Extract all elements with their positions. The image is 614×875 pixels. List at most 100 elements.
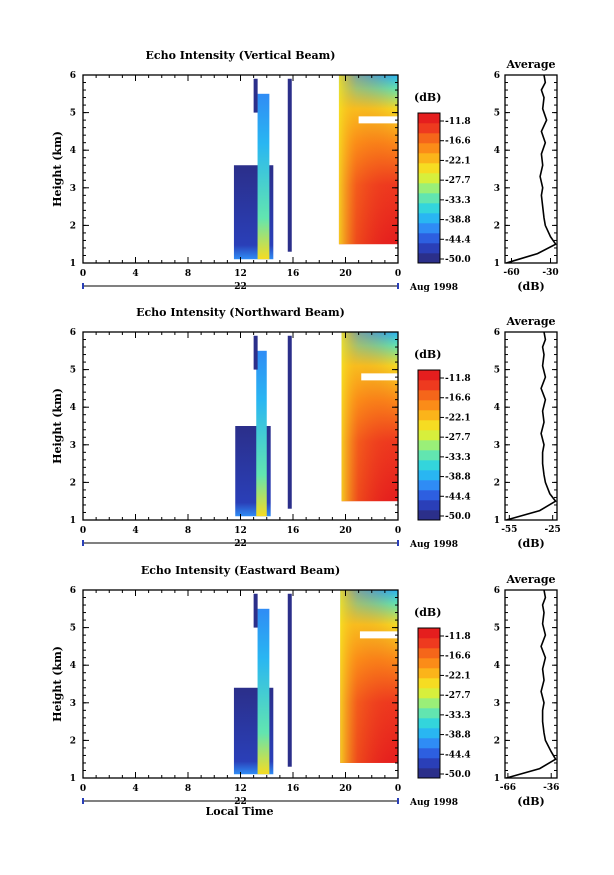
average-x-tick-label: -25 [545,525,561,535]
colorbar-tick-label: -22.1 [445,671,471,681]
y-tick-label: 4 [70,146,76,156]
colorbar-tick-label: -50.0 [445,255,471,265]
colorbar-tick-label: -16.6 [445,137,471,147]
echo-region-overlay [340,590,398,763]
x-tick-label: 4 [132,269,138,279]
colorbar-swatch [418,183,440,194]
average-x-tick-label: -60 [503,268,519,278]
colorbar-swatch [418,430,440,441]
x-tick-label: 0 [395,784,401,794]
colorbar-unit: (dB) [414,348,441,361]
echo-gap [361,373,398,381]
x-tick-label: 0 [80,526,86,536]
colorbar-swatch [418,480,440,491]
y-tick-label: 1 [70,259,76,269]
x-tick-label: 16 [287,269,300,279]
average-y-tick-label: 5 [494,366,500,376]
average-title: Average [505,58,555,71]
colorbar-swatch [418,233,440,244]
average-x-tick-label: -30 [542,268,558,278]
colorbar-swatch [418,510,440,521]
average-y-tick-label: 6 [494,586,500,596]
colorbar-swatch [418,440,440,451]
colorbar-swatch [418,688,440,699]
echo-gap [359,631,398,639]
colorbar-tick-label: -38.8 [445,216,471,226]
panel-title: Echo Intensity (Eastward Beam) [141,564,340,577]
colorbar-swatch [418,668,440,679]
y-axis-label: Height (km) [51,388,64,464]
colorbar-tick-label: -16.6 [445,394,471,404]
colorbar-swatch [418,390,440,401]
colorbar-swatch [418,380,440,391]
y-tick-label: 6 [70,586,76,596]
colorbar-swatch [418,203,440,214]
echo-column [253,78,258,113]
colorbar-swatch [418,658,440,669]
average-x-tick-label: -66 [500,783,516,793]
colorbar-tick-label: -27.7 [445,691,471,701]
average-y-tick-label: 5 [494,624,500,634]
x-tick-label: 8 [185,526,191,536]
average-x-label: (dB) [517,537,544,550]
colorbar-swatch [418,113,440,124]
colorbar-swatch [418,748,440,759]
colorbar-swatch [418,213,440,224]
x-tick-label: 20 [339,526,352,536]
colorbar-tick-label: -11.8 [445,632,471,642]
x-tick-label: 0 [80,269,86,279]
y-tick-label: 6 [70,71,76,81]
date-label: Aug 1998 [409,798,458,808]
echo-column [287,78,292,252]
average-x-label: (dB) [517,795,544,808]
x-tick-label: 4 [132,526,138,536]
colorbar-tick-label: -11.8 [445,117,471,127]
y-tick-label: 2 [70,221,76,231]
average-y-tick-label: 4 [494,146,500,156]
colorbar-swatch [418,500,440,511]
x-tick-label: 16 [287,526,300,536]
date-label: Aug 1998 [409,540,458,550]
colorbar-tick-label: -22.1 [445,413,471,423]
echo-column [253,593,258,628]
colorbar-swatch [418,490,440,501]
colorbar-tick-label: -38.8 [445,473,471,483]
x-tick-label: 12 [234,526,247,536]
echo-column [287,335,292,509]
y-tick-label: 3 [70,699,76,709]
x-tick-label: 8 [185,269,191,279]
colorbar-tick-label: -33.3 [445,711,471,721]
day-label: 22 [234,282,247,292]
colorbar-swatch [418,758,440,769]
colorbar-tick-label: -27.7 [445,433,471,443]
x-tick-label: 20 [339,269,352,279]
average-y-tick-label: 2 [494,478,500,488]
colorbar-tick-label: -44.4 [445,492,471,502]
colorbar-swatch [418,708,440,719]
y-tick-label: 3 [70,441,76,451]
echo-gap [358,116,398,124]
average-y-tick-label: 4 [494,403,500,413]
colorbar-swatch [418,223,440,234]
x-tick-label: 12 [234,269,247,279]
colorbar-swatch [418,133,440,144]
x-tick-label: 0 [80,784,86,794]
y-tick-label: 3 [70,184,76,194]
colorbar-swatch [418,173,440,184]
y-axis-label: Height (km) [51,131,64,207]
colorbar-tick-label: -16.6 [445,652,471,662]
colorbar-frame [417,369,441,521]
echo-region-overlay [341,332,398,502]
colorbar-swatch [418,253,440,264]
colorbar-tick-label: -11.8 [445,374,471,384]
y-tick-label: 5 [70,366,76,376]
echo-region-overlay [338,75,398,245]
colorbar-tick-label: -50.0 [445,770,471,780]
average-y-tick-label: 1 [494,259,500,269]
x-tick-label: 4 [132,784,138,794]
echo-region [256,350,267,517]
average-y-tick-label: 1 [494,516,500,526]
panel-3: Echo Intensity (Eastward Beam)0 4 8 12 16 20 0… [51,564,559,808]
colorbar-swatch [418,400,440,411]
x-tick-label: 12 [234,784,247,794]
